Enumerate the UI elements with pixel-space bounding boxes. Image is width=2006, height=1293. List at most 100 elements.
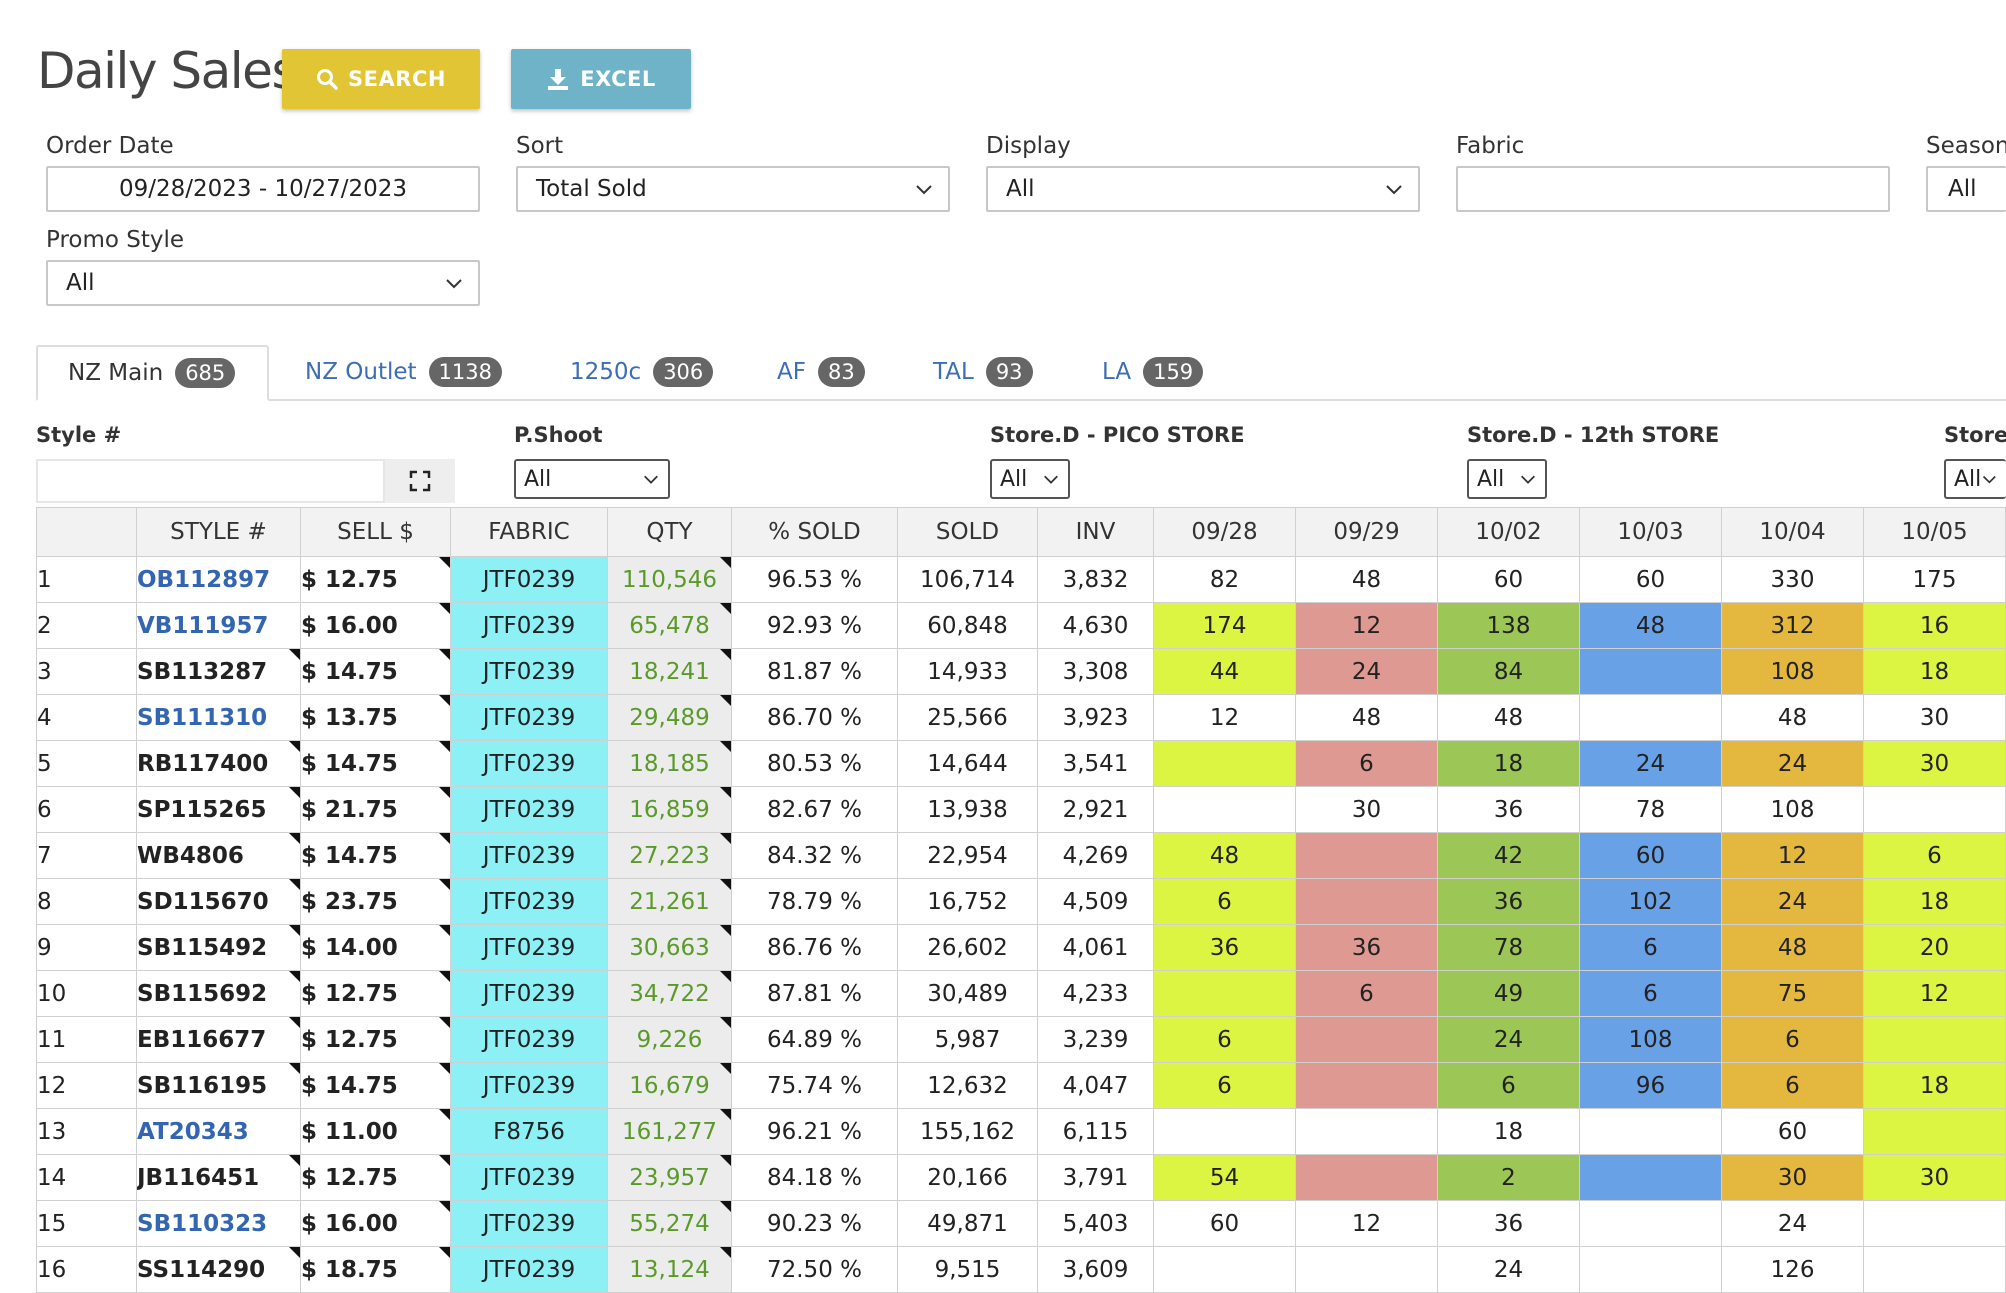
- daily-sales-cell-text: 48: [1777, 704, 1808, 731]
- daily-sales-cell-text: 6: [1785, 1072, 1800, 1099]
- table-row[interactable]: 13 AT20343 $ 11.00 F8756 161,277 96.21 % 155,1…: [36, 1108, 2006, 1155]
- daily-sales-cell-text: 174: [1202, 612, 1247, 639]
- inv-cell: 6,115: [1037, 1108, 1154, 1155]
- tab-tal[interactable]: TAL 93: [933, 345, 1033, 399]
- column-header-date[interactable]: 10/02: [1437, 507, 1580, 557]
- daily-sales-cell: 48: [1579, 602, 1722, 649]
- style-cell[interactable]: SB111310: [136, 694, 301, 741]
- table-row[interactable]: 10 SB115692 $ 12.75 JTF0239 34,722 87.81 % 30,…: [36, 970, 2006, 1017]
- sell-price-cell-text: $ 12.75: [301, 1164, 398, 1191]
- column-header-sell[interactable]: SELL $: [300, 507, 451, 557]
- column-header-pct-sold[interactable]: % SOLD: [731, 507, 898, 557]
- daily-sales-cell: 18: [1437, 740, 1580, 787]
- tab-la[interactable]: LA 159: [1102, 345, 1204, 399]
- cell-note-marker-icon: [439, 1201, 450, 1212]
- tab-nz-outlet[interactable]: NZ Outlet 1138: [305, 345, 502, 399]
- style-search-input[interactable]: [36, 459, 385, 503]
- column-header-date[interactable]: 10/03: [1579, 507, 1722, 557]
- style-cell[interactable]: OB112897: [136, 556, 301, 603]
- table-row[interactable]: 16 SS114290 $ 18.75 JTF0239 13,124 72.50 % 9,5…: [36, 1246, 2006, 1293]
- daily-sales-cell-text: 6: [1217, 888, 1232, 915]
- cell-note-marker-icon: [720, 557, 731, 568]
- column-header-qty[interactable]: QTY: [607, 507, 732, 557]
- daily-sales-cell: 30: [1721, 1154, 1864, 1201]
- style-cell[interactable]: AT20343: [136, 1108, 301, 1155]
- table-row[interactable]: 9 SB115492 $ 14.00 JTF0239 30,663 86.76 % 26,6…: [36, 924, 2006, 971]
- column-header-date[interactable]: 09/29: [1295, 507, 1438, 557]
- daily-sales-cell-text: 6: [1217, 1026, 1232, 1053]
- table-row[interactable]: 3 SB113287 $ 14.75 JTF0239 18,241 81.87 % 14,9…: [36, 648, 2006, 695]
- expand-button[interactable]: [385, 459, 455, 503]
- excel-button-label: EXCEL: [580, 67, 656, 91]
- table-row[interactable]: 6 SP115265 $ 21.75 JTF0239 16,859 82.67 % 13,9…: [36, 786, 2006, 833]
- promo-style-select[interactable]: All: [46, 260, 480, 306]
- daily-sales-cell: [1295, 832, 1438, 879]
- order-date-field[interactable]: 09/28/2023 - 10/27/2023: [46, 166, 480, 212]
- daily-sales-cell-text: 126: [1770, 1256, 1815, 1283]
- column-header-date[interactable]: 10/05: [1863, 507, 2006, 557]
- sell-price-cell-text: $ 14.75: [301, 842, 398, 869]
- store-select[interactable]: All: [1944, 459, 2006, 499]
- table-row[interactable]: 11 EB116677 $ 12.75 JTF0239 9,226 64.89 % 5,98…: [36, 1016, 2006, 1063]
- sold-cell-text: 22,954: [927, 842, 1008, 869]
- pico-store-select[interactable]: All: [990, 459, 1070, 499]
- pct-sold-cell-text: 82.67 %: [766, 796, 862, 823]
- daily-sales-cell: 12: [1863, 970, 2006, 1017]
- sort-select[interactable]: Total Sold: [516, 166, 950, 212]
- inv-cell: 4,061: [1037, 924, 1154, 971]
- excel-export-button[interactable]: EXCEL: [511, 49, 691, 109]
- fabric-cell: JTF0239: [450, 1154, 608, 1201]
- table-row[interactable]: 7 WB4806 $ 14.75 JTF0239 27,223 84.32 % 22,954…: [36, 832, 2006, 879]
- tab-1250c[interactable]: 1250c 306: [570, 345, 714, 399]
- pct-sold-cell-text: 75.74 %: [766, 1072, 862, 1099]
- table-row[interactable]: 12 SB116195 $ 14.75 JTF0239 16,679 75.74 % 12,…: [36, 1062, 2006, 1109]
- daily-sales-cell: 30: [1295, 786, 1438, 833]
- table-row[interactable]: 15 SB110323 $ 16.00 JTF0239 55,274 90.23 % 49,…: [36, 1200, 2006, 1247]
- row-number-text: 11: [37, 1026, 67, 1053]
- style-cell-text: SS114290: [137, 1256, 266, 1283]
- row-number: 11: [36, 1016, 137, 1063]
- table-row[interactable]: 1 OB112897 $ 12.75 JTF0239 110,546 96.53 % 106…: [36, 556, 2006, 603]
- style-cell: SB115692: [136, 970, 301, 1017]
- search-button[interactable]: SEARCH: [282, 49, 480, 109]
- row-number: 8: [36, 878, 137, 925]
- table-row[interactable]: 5 RB117400 $ 14.75 JTF0239 18,185 80.53 % 14,6…: [36, 740, 2006, 787]
- tab-af[interactable]: AF 83: [777, 345, 865, 399]
- cell-note-marker-icon: [439, 1247, 450, 1258]
- column-header-inv[interactable]: INV: [1037, 507, 1154, 557]
- tab-nz-main[interactable]: NZ Main 685: [36, 345, 269, 401]
- table-row[interactable]: 8 SD115670 $ 23.75 JTF0239 21,261 78.79 % 16,7…: [36, 878, 2006, 925]
- season-select[interactable]: All: [1926, 166, 2006, 212]
- pshoot-select[interactable]: All: [514, 459, 670, 499]
- daily-sales-cell-text: 6: [1643, 934, 1658, 961]
- daily-sales-cell: 6: [1153, 878, 1296, 925]
- column-header-sold[interactable]: SOLD: [897, 507, 1038, 557]
- column-header-date[interactable]: 09/28: [1153, 507, 1296, 557]
- column-header-style[interactable]: STYLE #: [136, 507, 301, 557]
- pct-sold-cell-text: 81.87 %: [766, 658, 862, 685]
- table-row[interactable]: 4 SB111310 $ 13.75 JTF0239 29,489 86.70 % 25,5…: [36, 694, 2006, 741]
- fabric-input[interactable]: [1456, 166, 1890, 212]
- sell-price-cell-text: $ 12.75: [301, 980, 398, 1007]
- twelfth-store-select[interactable]: All: [1467, 459, 1547, 499]
- sold-cell: 14,644: [897, 740, 1038, 787]
- fabric-label: Fabric: [1456, 133, 1525, 159]
- fabric-cell-text: JTF0239: [482, 1210, 576, 1237]
- column-header-fabric[interactable]: FABRIC: [450, 507, 608, 557]
- display-select[interactable]: All: [986, 166, 1420, 212]
- daily-sales-cell-text: 78: [1635, 796, 1666, 823]
- daily-sales-cell-text: 30: [1919, 750, 1950, 777]
- style-cell[interactable]: VB111957: [136, 602, 301, 649]
- daily-sales-cell-text: 84: [1493, 658, 1524, 685]
- style-cell[interactable]: SB110323: [136, 1200, 301, 1247]
- daily-sales-cell: 18: [1863, 1062, 2006, 1109]
- chevron-down-icon: [446, 279, 462, 289]
- row-number: 15: [36, 1200, 137, 1247]
- table-row[interactable]: 14 JB116451 $ 12.75 JTF0239 23,957 84.18 % 20,…: [36, 1154, 2006, 1201]
- column-header-date[interactable]: 10/04: [1721, 507, 1864, 557]
- daily-sales-cell-text: 330: [1770, 566, 1815, 593]
- table-row[interactable]: 2 VB111957 $ 16.00 JTF0239 65,478 92.93 % 60,8…: [36, 602, 2006, 649]
- pct-sold-cell-text: 92.93 %: [766, 612, 862, 639]
- cell-note-marker-icon: [720, 787, 731, 798]
- daily-sales-cell-text: 12: [1351, 612, 1382, 639]
